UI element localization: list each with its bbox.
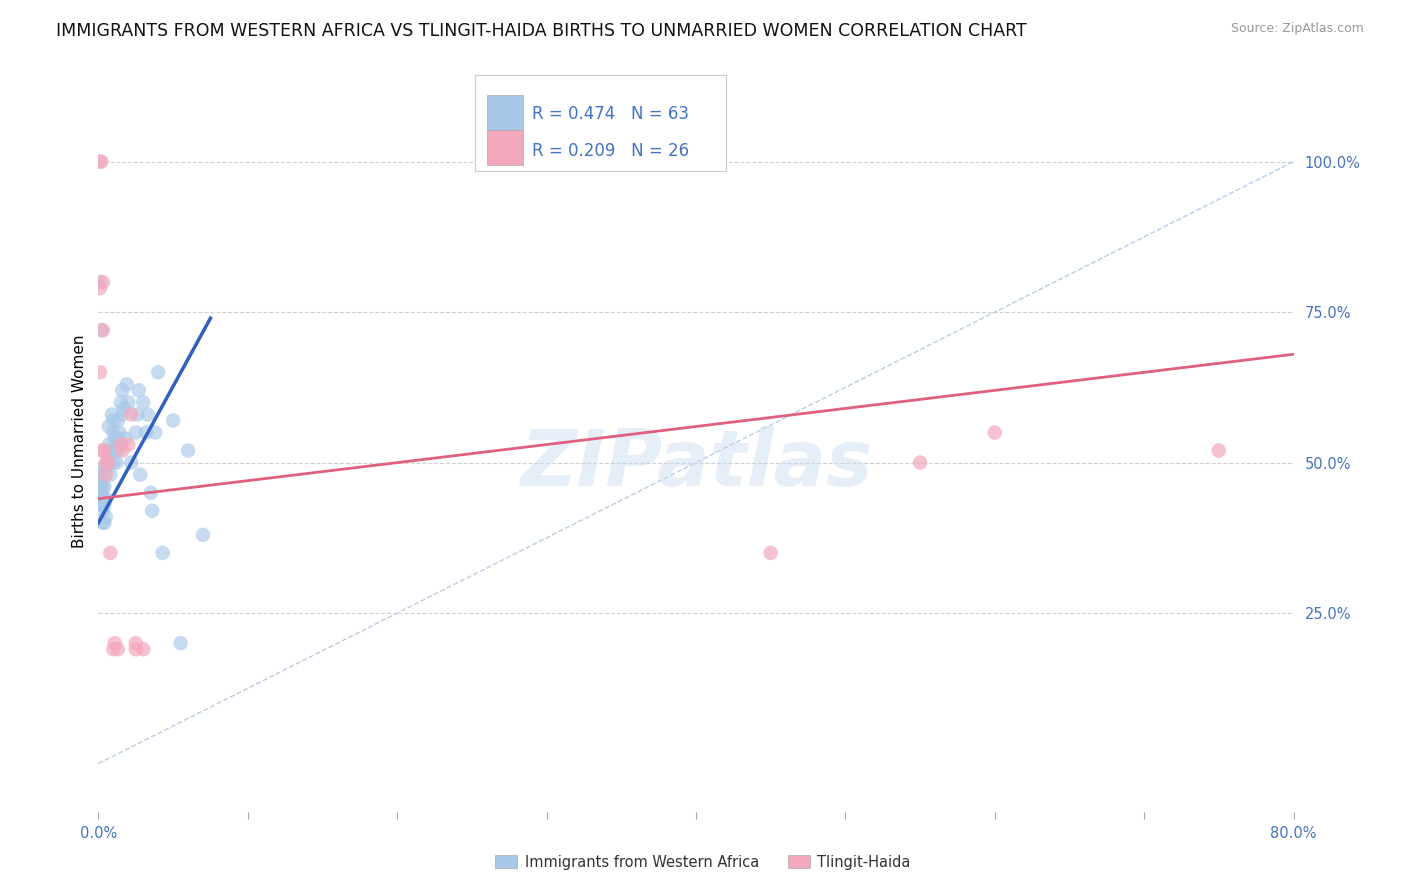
- Point: [98, 546, 122, 560]
- Point: [89, 365, 111, 379]
- Point: [91, 480, 114, 494]
- Point: [98, 443, 122, 458]
- Point: [91, 504, 114, 518]
- Point: [89, 275, 111, 289]
- Point: [177, 443, 200, 458]
- Point: [97, 456, 120, 470]
- Point: [984, 425, 1007, 440]
- Point: [132, 395, 155, 409]
- Point: [91, 516, 114, 530]
- Text: Source: ZipAtlas.com: Source: ZipAtlas.com: [1230, 22, 1364, 36]
- Point: [96, 443, 118, 458]
- Point: [103, 456, 125, 470]
- Point: [94, 456, 117, 470]
- Point: [90, 498, 112, 512]
- Point: [105, 432, 128, 446]
- Point: [120, 408, 142, 422]
- Point: [908, 456, 931, 470]
- Point: [135, 425, 157, 440]
- Point: [169, 636, 191, 650]
- FancyBboxPatch shape: [486, 130, 523, 165]
- Point: [107, 443, 129, 458]
- Point: [103, 413, 125, 427]
- Point: [103, 642, 125, 657]
- Point: [105, 456, 128, 470]
- Point: [89, 491, 111, 506]
- Point: [103, 443, 125, 458]
- Point: [117, 395, 139, 409]
- Point: [104, 432, 127, 446]
- Point: [94, 491, 117, 506]
- Point: [97, 456, 120, 470]
- Point: [90, 323, 112, 337]
- Point: [91, 275, 114, 289]
- Point: [114, 432, 136, 446]
- Point: [89, 480, 111, 494]
- Point: [127, 408, 149, 422]
- Point: [132, 642, 155, 657]
- Text: IMMIGRANTS FROM WESTERN AFRICA VS TLINGIT-HAIDA BIRTHS TO UNMARRIED WOMEN CORREL: IMMIGRANTS FROM WESTERN AFRICA VS TLINGI…: [56, 22, 1026, 40]
- Point: [93, 467, 115, 482]
- Point: [129, 467, 152, 482]
- Point: [110, 395, 132, 409]
- Point: [94, 509, 117, 524]
- Point: [108, 425, 131, 440]
- Point: [89, 467, 111, 482]
- Point: [111, 384, 134, 398]
- Point: [93, 480, 115, 494]
- Point: [111, 408, 134, 422]
- Point: [128, 384, 150, 398]
- Point: [90, 443, 112, 458]
- Point: [89, 154, 111, 169]
- Point: [93, 443, 115, 458]
- Point: [191, 528, 214, 542]
- Point: [143, 425, 166, 440]
- Point: [141, 504, 163, 518]
- Point: [90, 461, 112, 475]
- Point: [90, 474, 112, 488]
- Point: [103, 425, 125, 440]
- Point: [139, 485, 162, 500]
- Point: [136, 408, 159, 422]
- Point: [93, 498, 115, 512]
- Point: [104, 636, 127, 650]
- FancyBboxPatch shape: [475, 75, 725, 171]
- Point: [94, 467, 117, 482]
- Point: [91, 498, 114, 512]
- Point: [120, 456, 142, 470]
- Text: ZIPatlas: ZIPatlas: [520, 425, 872, 502]
- Point: [90, 154, 112, 169]
- Point: [152, 546, 174, 560]
- Point: [1208, 443, 1230, 458]
- Point: [125, 636, 148, 650]
- Point: [89, 281, 111, 295]
- Point: [110, 437, 132, 451]
- Point: [115, 377, 138, 392]
- Point: [107, 413, 129, 427]
- Point: [111, 443, 134, 458]
- Point: [90, 485, 112, 500]
- Point: [96, 456, 118, 470]
- Y-axis label: Births to Unmarried Women: Births to Unmarried Women: [72, 334, 87, 549]
- Point: [93, 516, 115, 530]
- Point: [107, 642, 129, 657]
- Point: [162, 413, 184, 427]
- Point: [94, 461, 117, 475]
- Point: [125, 425, 148, 440]
- Point: [148, 365, 170, 379]
- Point: [759, 546, 782, 560]
- Point: [125, 642, 148, 657]
- Text: R = 0.209   N = 26: R = 0.209 N = 26: [533, 142, 689, 160]
- Point: [112, 401, 135, 416]
- Point: [101, 408, 124, 422]
- Point: [97, 419, 120, 434]
- FancyBboxPatch shape: [486, 95, 523, 130]
- Text: R = 0.474   N = 63: R = 0.474 N = 63: [533, 105, 689, 123]
- Point: [91, 491, 114, 506]
- Point: [91, 323, 114, 337]
- Point: [97, 437, 120, 451]
- Point: [98, 467, 122, 482]
- Legend: Immigrants from Western Africa, Tlingit-Haida: Immigrants from Western Africa, Tlingit-…: [489, 849, 917, 876]
- Point: [117, 437, 139, 451]
